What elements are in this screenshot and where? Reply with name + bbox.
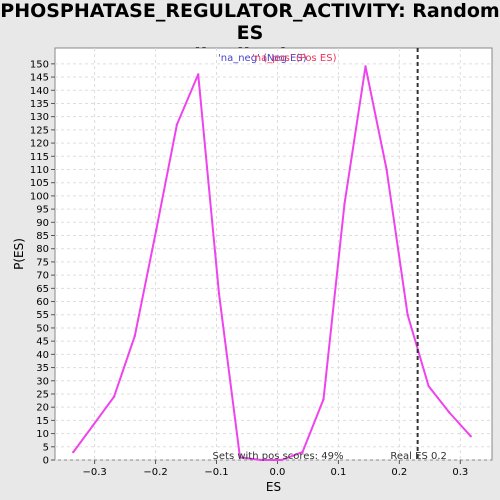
y-tick-label: 80 [36,244,49,255]
pos-scores-annotation: Sets with pos scores: 49% [213,451,344,462]
data-point [238,456,242,459]
data-point [301,450,304,454]
y-tick-label: 120 [30,139,49,150]
data-point [385,168,388,171]
chart-title-line-1: PHOSPHATASE_REGULATOR_ACTIVITY: Random E… [0,0,500,44]
y-tick-label: 75 [36,257,49,268]
data-point [427,384,430,388]
y-tick-label: 70 [36,271,49,282]
y-tick-label: 55 [36,310,49,321]
data-point [280,458,283,462]
x-tick-label: −0.2 [143,467,167,478]
y-tick-label: 150 [30,59,49,70]
y-tick-label: 25 [36,389,49,400]
data-point [197,73,200,76]
y-tick-label: 135 [30,99,49,110]
y-axis-label: P(ES) [12,238,26,270]
data-point [175,123,179,126]
x-tick-label: 0.3 [452,467,468,478]
y-tick-label: 65 [36,284,49,295]
data-point [406,313,409,316]
y-tick-label: 10 [36,429,49,440]
y-tick-label: 50 [36,323,49,334]
y-tick-label: 110 [30,165,49,176]
y-tick-label: 5 [43,442,49,453]
y-tick-label: 125 [30,125,49,136]
legend-pos-label: 'na_pos' (Pos ES) [252,53,337,64]
y-tick-label: 15 [36,416,49,427]
plot-area [54,47,493,461]
y-tick-label: 60 [36,297,49,308]
x-tick-label: 0.2 [391,467,407,478]
data-point [91,424,94,427]
data-point [448,411,451,414]
real-es-label: Real ES 0.2 [390,451,446,462]
data-point [72,450,75,454]
data-point [364,65,367,68]
y-tick-label: 95 [36,205,49,216]
x-tick-label: −0.1 [204,467,228,478]
es-distribution-line [72,65,472,461]
legend-neg-label: 'na_neg' (Neg ES) [218,53,307,64]
y-tick-label: 85 [36,231,49,242]
y-tick-label: 0 [43,456,49,467]
y-tick-label: 20 [36,403,49,414]
y-tick-label: 100 [30,191,49,202]
y-tick-label: 40 [36,350,49,361]
y-tick-label: 140 [30,86,49,97]
data-point [343,202,346,206]
data-point [154,229,158,232]
x-tick-label: 0.0 [270,467,286,478]
x-tick-label: −0.3 [82,467,106,478]
x-axis-label: ES [266,480,281,494]
y-axis-ticks: 0 5 10 15 20 25 30 35 40 45 50 55 60 65 70 75 80 85 90 95 10… [30,59,55,467]
y-tick-label: 105 [30,178,49,189]
y-tick-label: 45 [36,337,49,348]
y-tick-label: 115 [30,152,49,163]
data-point [217,292,221,295]
y-tick-label: 145 [30,73,49,84]
series-layer [72,65,472,462]
data-point [469,435,472,438]
data-point [259,458,262,462]
data-point [112,395,116,398]
data-point [133,334,137,338]
x-tick-label: 0.1 [330,467,346,478]
x-axis-ticks: −0.3 −0.2 −0.1 0.0 0.1 0.2 0.3 [82,460,468,478]
y-tick-label: 35 [36,363,49,374]
y-tick-label: 130 [30,112,49,123]
data-point [322,398,325,401]
y-tick-label: 30 [36,376,49,387]
y-tick-label: 90 [36,218,49,229]
